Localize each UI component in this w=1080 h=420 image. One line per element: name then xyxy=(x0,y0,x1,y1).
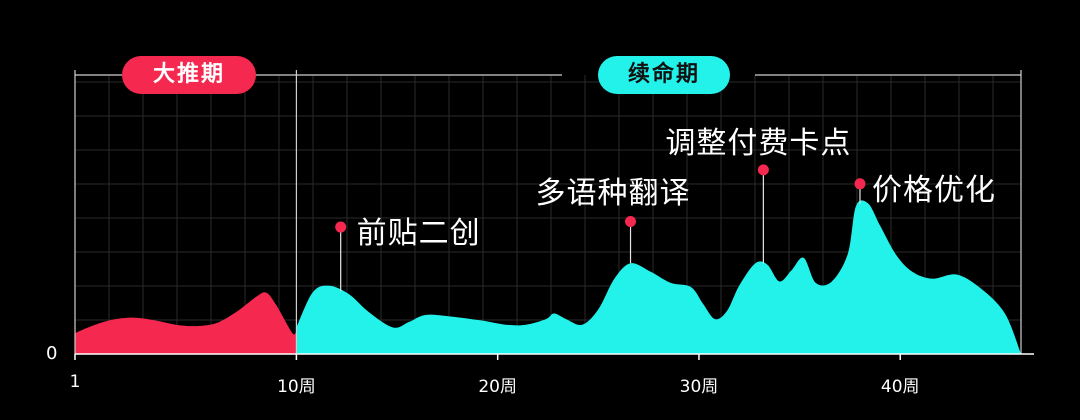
annotation-marker-pricing xyxy=(854,178,866,190)
x-tick-label-1: 1 xyxy=(69,372,81,392)
y-tick-label-0: 0 xyxy=(46,343,58,364)
area-series-extend xyxy=(296,200,1021,354)
annotation-label-pricing: 价格优化 xyxy=(871,172,996,208)
phase-label-boost: 大推期 xyxy=(122,56,256,94)
annotation-marker-translation xyxy=(625,215,637,227)
x-tick-label-30: 30周 xyxy=(679,377,719,397)
annotation-label-paywall: 调整付费卡点 xyxy=(665,125,852,161)
annotation-label-translation: 多语种翻译 xyxy=(535,176,691,212)
annotation-label-derivative: 前贴二创 xyxy=(356,216,481,252)
x-tick-label-20: 20周 xyxy=(478,377,517,397)
annotation-marker-paywall xyxy=(757,164,769,176)
phase-label-extend: 续命期 xyxy=(598,56,730,94)
x-tick-label-10: 10周 xyxy=(277,377,316,397)
x-tick-label-40: 40周 xyxy=(880,377,920,397)
area-series-boost xyxy=(75,292,297,354)
annotation-marker-derivative xyxy=(335,221,347,233)
